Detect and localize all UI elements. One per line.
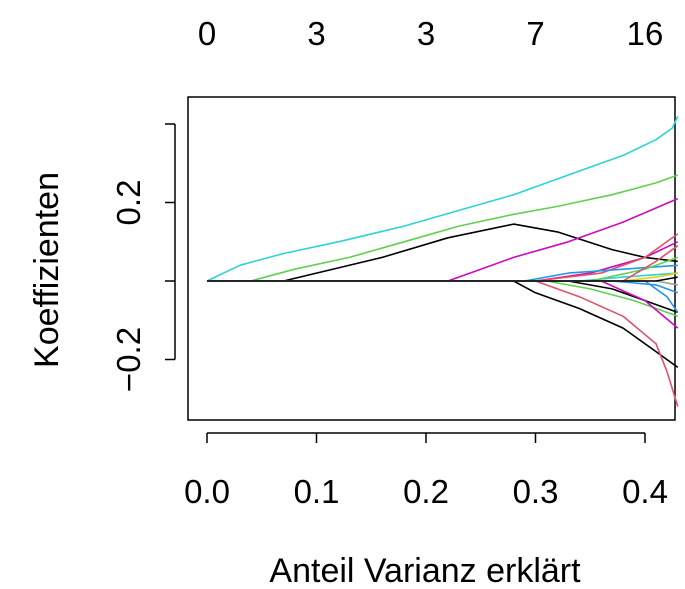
x-axis: 0.0 0.1 0.2 0.3 0.4: [184, 432, 668, 510]
series-line-13: [207, 256, 679, 282]
y-tick-label-2: 0.2: [110, 180, 147, 226]
series-line-3: [207, 223, 678, 282]
series-line-20: [207, 276, 678, 282]
series-line-11: [207, 280, 679, 314]
series-line-2: [207, 174, 679, 282]
y-tick-label-0: −0.2: [110, 327, 147, 392]
series-line-10: [207, 280, 679, 318]
x-tick-label-2: 0.2: [403, 473, 449, 510]
plot-frame: [187, 96, 676, 421]
x-tick-label-0: 0.0: [184, 473, 230, 510]
top-tick-label-3: 7: [526, 15, 544, 52]
top-axis: 0 3 3 7 16: [198, 15, 664, 52]
x-tick-label-3: 0.3: [513, 473, 559, 510]
top-tick-label-1: 3: [307, 15, 325, 52]
x-tick-label-1: 0.1: [294, 473, 340, 510]
y-axis: −0.2 0.2: [110, 123, 176, 392]
series-line-6: [207, 280, 679, 407]
top-tick-label-2: 3: [417, 15, 435, 52]
top-tick-label-0: 0: [198, 15, 216, 52]
top-tick-label-4: 16: [627, 15, 664, 52]
series-line-17: [207, 245, 679, 282]
y-axis-title: Koeffizienten: [28, 172, 66, 368]
x-tick-label-4: 0.4: [622, 473, 668, 510]
series-line-1: [206, 115, 679, 282]
series-group: [206, 115, 679, 407]
x-axis-title: Anteil Varianz erklärt: [269, 552, 581, 589]
series-line-18: [207, 280, 679, 313]
series-line-15: [207, 280, 679, 294]
